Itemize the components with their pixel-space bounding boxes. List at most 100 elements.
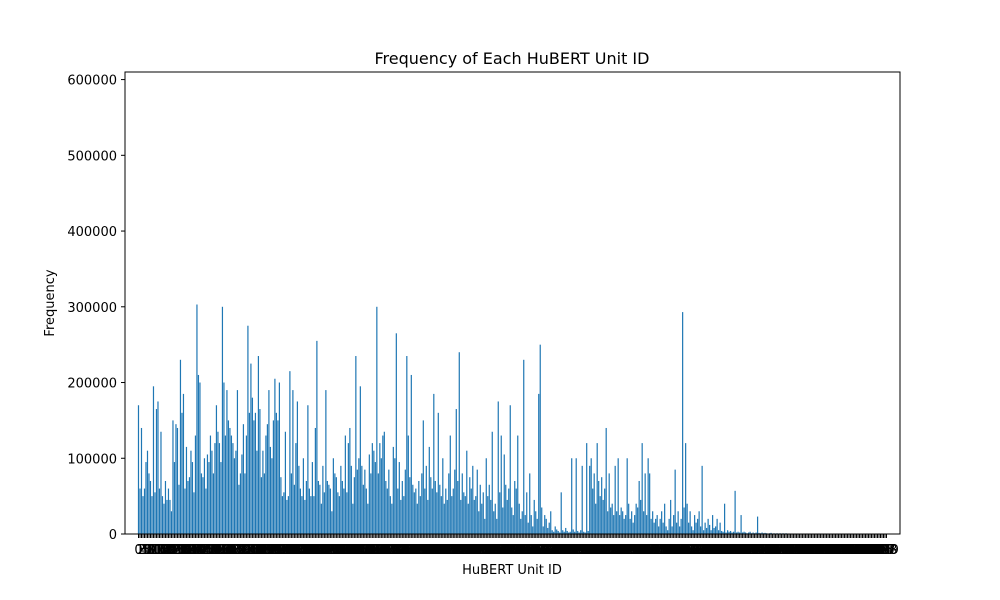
x-tick-label: 19 bbox=[159, 543, 176, 558]
x-tick-label: 134 bbox=[327, 543, 352, 558]
x-tick-label: 175 bbox=[388, 543, 413, 558]
x-tick-label: 29 bbox=[174, 543, 191, 558]
bar bbox=[283, 492, 285, 534]
x-tick-label: 212 bbox=[444, 543, 469, 558]
x-tick-label: 93 bbox=[270, 543, 287, 558]
x-tick-label: 254 bbox=[507, 543, 532, 558]
bar bbox=[487, 496, 489, 534]
x-tick-label: 284 bbox=[552, 543, 577, 558]
x-tick-label: 187 bbox=[406, 543, 431, 558]
bar bbox=[695, 522, 697, 534]
bar bbox=[482, 492, 484, 534]
bar bbox=[587, 530, 589, 534]
bar bbox=[143, 488, 146, 534]
bar bbox=[218, 443, 221, 534]
x-tick-label: 222 bbox=[459, 543, 484, 558]
x-tick-label: 138 bbox=[333, 543, 358, 558]
x-tick-label: 66 bbox=[229, 543, 246, 558]
bar bbox=[688, 522, 690, 534]
x-tick-label: 13 bbox=[150, 543, 167, 558]
x-tick-label: 335 bbox=[628, 543, 653, 558]
bar bbox=[665, 526, 667, 534]
bar bbox=[271, 458, 273, 534]
bar bbox=[677, 511, 679, 534]
bar bbox=[541, 507, 543, 534]
bar bbox=[502, 507, 504, 534]
bar bbox=[565, 527, 567, 534]
x-tick-label: 162 bbox=[369, 543, 394, 558]
x-tick-label: 76 bbox=[244, 543, 261, 558]
bar bbox=[259, 409, 261, 534]
bar bbox=[247, 325, 249, 534]
bar bbox=[683, 507, 685, 534]
x-tick-label: 211 bbox=[442, 543, 467, 558]
bar bbox=[533, 499, 535, 534]
x-tick-label: 377 bbox=[691, 543, 716, 558]
bar bbox=[442, 458, 444, 534]
x-tick-label: 91 bbox=[267, 543, 284, 558]
x-tick-label: 147 bbox=[346, 543, 371, 558]
x-tick-label: 133 bbox=[325, 543, 350, 558]
x-tick-label: 78 bbox=[247, 543, 264, 558]
x-tick-label: 50 bbox=[205, 543, 222, 558]
x-tick-label: 283 bbox=[550, 543, 575, 558]
x-tick-label: 480 bbox=[846, 543, 871, 558]
x-tick-label: 319 bbox=[604, 543, 629, 558]
bar bbox=[521, 511, 523, 534]
x-tick-label: 476 bbox=[840, 543, 865, 558]
bar bbox=[250, 363, 252, 534]
x-tick-label: 389 bbox=[709, 543, 734, 558]
x-tick-label: 21 bbox=[162, 543, 179, 558]
bar bbox=[415, 488, 417, 534]
bar bbox=[488, 484, 490, 534]
x-tick-label: 499 bbox=[874, 543, 899, 558]
x-tick-label: 400 bbox=[726, 543, 751, 558]
x-tick-label: 278 bbox=[543, 543, 568, 558]
y-ticks-layer: 0 100000 200000 300000 400000 500000 600000 bbox=[67, 74, 125, 543]
x-tick-label: 378 bbox=[693, 543, 718, 558]
bar bbox=[376, 306, 378, 534]
x-tick-label: 40 bbox=[190, 543, 207, 558]
bar bbox=[385, 480, 387, 534]
x-tick-label: 323 bbox=[610, 543, 635, 558]
x-tick-label: 33 bbox=[180, 543, 197, 558]
x-tick-label: 257 bbox=[511, 543, 536, 558]
bar bbox=[322, 465, 324, 534]
x-tick-label: 51 bbox=[207, 543, 224, 558]
x-tick-label: 364 bbox=[672, 543, 697, 558]
bar bbox=[586, 443, 588, 534]
bar bbox=[623, 518, 625, 534]
x-tick-label: 342 bbox=[639, 543, 664, 558]
x-tick-label: 156 bbox=[360, 543, 385, 558]
x-tick-label: 317 bbox=[601, 543, 626, 558]
x-tick-label: 185 bbox=[403, 543, 428, 558]
bar bbox=[566, 530, 568, 534]
bar bbox=[548, 522, 550, 534]
x-tick-label: 255 bbox=[508, 543, 533, 558]
bar bbox=[353, 477, 355, 534]
x-tick-label: 302 bbox=[579, 543, 604, 558]
x-tick-label: 395 bbox=[718, 543, 743, 558]
x-tick-label: 155 bbox=[358, 543, 383, 558]
bar bbox=[691, 526, 693, 534]
x-tick-label: 174 bbox=[387, 543, 412, 558]
x-tick-label: 60 bbox=[220, 543, 237, 558]
x-tick-label: 403 bbox=[730, 543, 755, 558]
bar bbox=[578, 532, 580, 534]
bar bbox=[581, 465, 583, 534]
x-tick-label: 104 bbox=[282, 543, 307, 558]
bar bbox=[235, 450, 237, 534]
x-tick-label: 396 bbox=[720, 543, 745, 558]
x-tick-label: 180 bbox=[396, 543, 421, 558]
bar bbox=[331, 511, 333, 534]
x-tick-label: 483 bbox=[850, 543, 875, 558]
bar bbox=[434, 480, 436, 534]
bar bbox=[445, 488, 447, 534]
x-tick-label: 163 bbox=[370, 543, 395, 558]
x-tick-label: 411 bbox=[742, 543, 767, 558]
bar bbox=[599, 496, 601, 534]
bar bbox=[206, 454, 209, 534]
bar bbox=[200, 473, 203, 534]
bar bbox=[391, 503, 393, 534]
x-tick-label: 404 bbox=[732, 543, 757, 558]
